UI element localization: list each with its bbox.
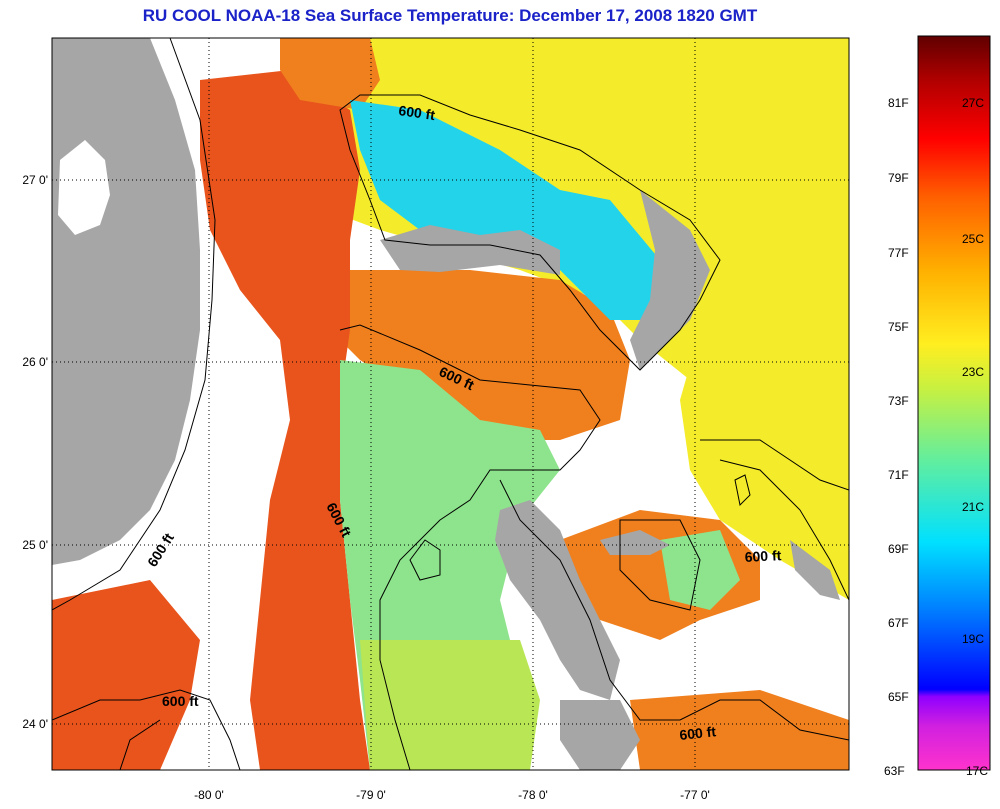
map-title: RU COOL NOAA-18 Sea Surface Temperature:… [142, 6, 758, 25]
cb-c-17: 17C [966, 764, 989, 778]
sst-cyan-bank [350, 100, 660, 320]
cb-f-77: 77F [888, 246, 909, 260]
cb-f-81: 81F [888, 96, 909, 110]
cb-c-21: 21C [962, 500, 985, 514]
contour-great-bahama-west [339, 324, 601, 770]
sst-green-southeast [660, 530, 740, 610]
graticule [52, 38, 849, 770]
cb-f-65: 65F [888, 690, 909, 704]
lat-label-25: 25 0' [22, 538, 48, 552]
contour-north-bank [339, 94, 721, 371]
cb-f-71: 71F [888, 468, 909, 482]
sst-yellow-east [680, 330, 849, 600]
sst-orange-central [320, 270, 630, 440]
cb-f-67: 67F [888, 616, 909, 630]
contour-label-6: 600 ft [162, 693, 199, 709]
abaco-land [630, 190, 710, 370]
contour-east-bank-2 [719, 459, 849, 601]
lat-label-27: 27 0' [22, 173, 48, 187]
sst-orange-southwest [52, 580, 200, 770]
contour-florida-shelf [52, 38, 216, 611]
cb-c-27: 27C [962, 96, 985, 110]
cb-f-69: 69F [888, 542, 909, 556]
grand-bahama-land [380, 225, 560, 275]
lon-label-77: -77 0' [680, 788, 710, 802]
contour-great-bahama-east [499, 479, 849, 741]
colorbar [917, 35, 991, 771]
sst-green-yellow-south [360, 640, 540, 770]
lake-okeechobee [58, 140, 110, 235]
contour-exuma-sound [619, 519, 701, 611]
cb-f-63: 63F [884, 764, 905, 778]
contour-ellipse-east [734, 474, 751, 507]
contour-far-south [119, 719, 161, 770]
lat-label-24: 24 0' [22, 717, 48, 731]
andros-south-land [560, 700, 640, 770]
contour-label-7: 600 ft [679, 723, 717, 743]
cb-c-23: 23C [962, 365, 985, 379]
lon-label-79: -79 0' [356, 788, 386, 802]
eleuthera-land [600, 530, 670, 555]
sst-orange-north-strip [280, 38, 380, 110]
andros-land [495, 500, 620, 700]
lat-label-26: 26 0' [22, 355, 48, 369]
cb-f-73: 73F [888, 394, 909, 408]
cb-c-19: 19C [962, 632, 985, 646]
sst-orange-bottom [630, 690, 849, 770]
plot-frame [51, 37, 850, 771]
contour-label-5: 600 ft [744, 547, 782, 565]
sst-gulf-stream [200, 70, 370, 770]
cat-island-land [790, 540, 840, 600]
cb-f-75: 75F [888, 320, 909, 334]
contour-cay-sal [52, 689, 241, 770]
cb-f-79: 79F [888, 171, 909, 185]
contour-label-1: 600 ft [398, 102, 437, 123]
contour-tongue-of-ocean [409, 539, 441, 581]
bathymetry-contours [52, 38, 849, 770]
lon-label-80: -80 0' [194, 788, 224, 802]
lon-label-78: -78 0' [518, 788, 548, 802]
cb-c-25: 25C [962, 232, 985, 246]
contour-east-bank [700, 439, 849, 491]
